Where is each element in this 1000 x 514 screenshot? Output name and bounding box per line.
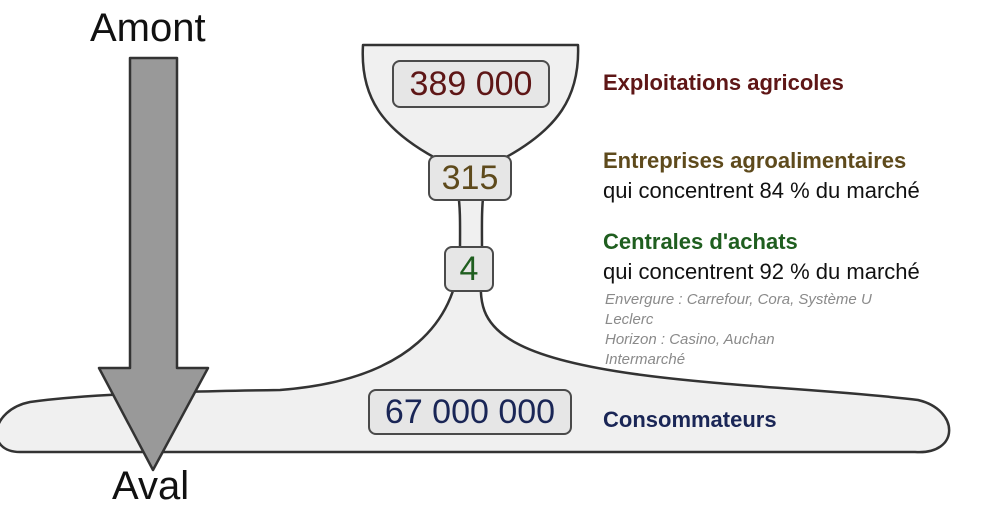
downstream-label: Aval [112,464,190,508]
buyers-title: Centrales d'achats [603,229,798,254]
farms-title: Exploitations agricoles [603,70,844,95]
buyers-subtitle: qui concentrent 92 % du marché [603,259,920,284]
consumers-title: Consommateurs [603,407,777,432]
consumers-count-box: 67 000 000 [368,389,572,435]
agrofood-count-box: 315 [428,155,512,201]
agrofood-subtitle: qui concentrent 84 % du marché [603,178,920,203]
buyers-count-box: 4 [444,246,494,292]
buyers-note-horizon: Horizon : Casino, Auchan [605,331,775,348]
buyers-note-leclerc: Leclerc [605,311,654,328]
farms-count-box: 389 000 [392,60,550,108]
agrofood-title: Entreprises agroalimentaires [603,148,907,173]
upstream-label: Amont [90,6,206,50]
buyers-note-intermarche: Intermarché [605,351,686,368]
buyers-note-envergure: Envergure : Carrefour, Cora, Système U [605,291,872,308]
flow-arrow [97,56,210,472]
